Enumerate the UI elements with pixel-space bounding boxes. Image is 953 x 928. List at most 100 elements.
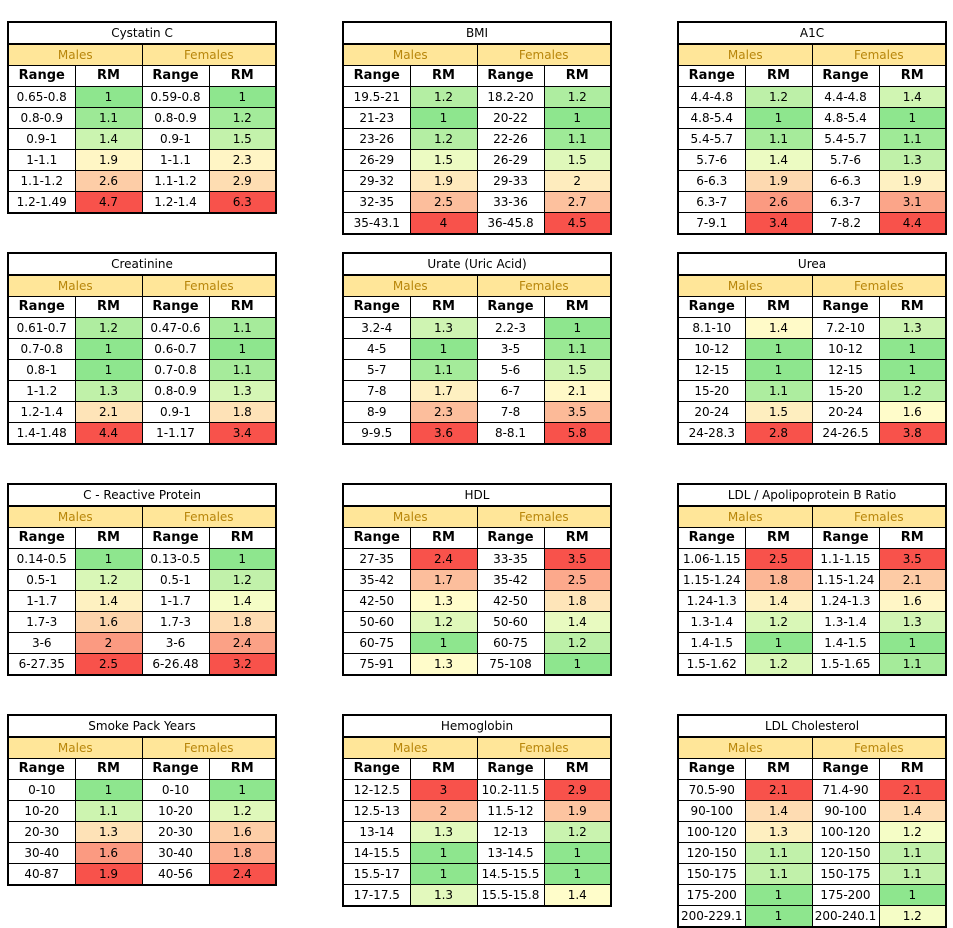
male-rm-cell: 2.6 xyxy=(74,170,143,192)
female-rm-cell: 1 xyxy=(208,548,277,570)
female-range-cell: 26-29 xyxy=(476,149,545,171)
female-rm-cell: 1.1 xyxy=(878,653,948,676)
male-rm-cell: 1 xyxy=(744,107,813,129)
female-rm-cell: 1.2 xyxy=(208,569,277,591)
rm-header: RM xyxy=(543,758,613,780)
table-row: 1-1.1 1.9 1-1.1 2.3 xyxy=(7,149,278,171)
range-header: Range xyxy=(677,527,746,549)
female-rm-cell: 1.1 xyxy=(543,338,613,360)
males-header: Males xyxy=(342,43,478,66)
male-rm-cell: 1.1 xyxy=(744,380,813,402)
male-range-cell: 15-20 xyxy=(677,380,746,402)
table-title: HDL xyxy=(341,483,613,507)
male-range-cell: 42-50 xyxy=(342,590,411,612)
table-row: 1-1.7 1.4 1-1.7 1.4 xyxy=(7,590,277,612)
female-range-cell: 0.6-0.7 xyxy=(141,338,210,360)
table-row: 29-32 1.9 29-33 2 xyxy=(342,170,612,192)
sex-header-row: Males Females xyxy=(677,43,948,66)
female-range-cell: 2.2-3 xyxy=(476,317,545,339)
female-rm-cell: 1.6 xyxy=(208,821,277,843)
male-range-cell: 1.1-1.2 xyxy=(7,170,76,192)
female-rm-cell: 1.3 xyxy=(878,611,948,633)
female-rm-cell: 1.1 xyxy=(878,128,948,150)
table-row: 12.5-13 2 11.5-12 1.9 xyxy=(342,800,613,822)
rm-header: RM xyxy=(744,296,813,318)
male-rm-cell: 1 xyxy=(744,905,813,928)
female-rm-cell: 3.2 xyxy=(208,653,277,676)
female-rm-cell: 2.3 xyxy=(208,149,278,171)
male-rm-cell: 1.4 xyxy=(74,128,143,150)
female-rm-cell: 1.9 xyxy=(878,170,948,192)
table-row: 1.3-1.4 1.2 1.3-1.4 1.3 xyxy=(677,611,948,633)
title-row: LDL Cholesterol xyxy=(676,714,948,738)
table-row: 7-8 1.7 6-7 2.1 xyxy=(342,380,613,402)
male-rm-cell: 1.2 xyxy=(409,128,478,150)
table-row: 10-12 1 10-12 1 xyxy=(677,338,948,360)
range-header: Range xyxy=(7,65,76,87)
female-rm-cell: 3.5 xyxy=(543,548,613,570)
table-row: 23-26 1.2 22-26 1.1 xyxy=(342,128,612,150)
column-header-row: Range RM Range RM xyxy=(342,65,612,87)
male-range-cell: 1.4-1.5 xyxy=(677,632,746,654)
female-rm-cell: 1 xyxy=(208,86,278,108)
female-range-cell: 5.4-5.7 xyxy=(811,128,880,150)
rm-header: RM xyxy=(744,527,813,549)
title-row: Hemoglobin xyxy=(341,714,613,738)
title-row: Urate (Uric Acid) xyxy=(341,252,613,276)
table-row: 0.8-0.9 1.1 0.8-0.9 1.2 xyxy=(7,107,278,129)
table-row: 15-20 1.1 15-20 1.2 xyxy=(677,380,948,402)
male-range-cell: 9-9.5 xyxy=(342,422,411,445)
female-rm-cell: 1 xyxy=(208,338,278,360)
male-rm-cell: 1.1 xyxy=(744,128,813,150)
male-range-cell: 0-10 xyxy=(7,779,76,801)
table-row: 3-6 2 3-6 2.4 xyxy=(7,632,277,654)
female-rm-cell: 2.1 xyxy=(878,569,948,591)
male-range-cell: 15.5-17 xyxy=(342,863,411,885)
male-range-cell: 7-9.1 xyxy=(677,212,746,235)
female-rm-cell: 2.9 xyxy=(543,779,613,801)
male-range-cell: 12.5-13 xyxy=(342,800,411,822)
male-rm-cell: 1 xyxy=(744,884,813,906)
rm-header: RM xyxy=(208,296,278,318)
male-rm-cell: 1.2 xyxy=(74,569,143,591)
male-rm-cell: 2 xyxy=(74,632,143,654)
male-rm-cell: 2.1 xyxy=(744,779,813,801)
female-rm-cell: 1.2 xyxy=(543,632,613,654)
male-rm-cell: 1.2 xyxy=(74,317,143,339)
table-row: 75-91 1.3 75-108 1 xyxy=(342,653,613,676)
table-row: 1.1-1.2 2.6 1.1-1.2 2.9 xyxy=(7,170,278,192)
female-range-cell: 60-75 xyxy=(476,632,545,654)
male-range-cell: 4-5 xyxy=(342,338,411,360)
female-range-cell: 1.4-1.5 xyxy=(811,632,880,654)
female-rm-cell: 1.2 xyxy=(208,107,278,129)
title-row: LDL / Apolipoprotein B Ratio xyxy=(676,483,948,507)
female-rm-cell: 1 xyxy=(878,338,948,360)
female-rm-cell: 1 xyxy=(878,359,948,381)
males-header: Males xyxy=(7,736,143,759)
range-header: Range xyxy=(141,65,210,87)
range-header: Range xyxy=(811,527,880,549)
rm-header: RM xyxy=(208,65,278,87)
female-range-cell: 22-26 xyxy=(476,128,545,150)
lab-table: Urate (Uric Acid) Males Females Range RM Rang… xyxy=(341,252,613,445)
table-row: 14-15.5 1 13-14.5 1 xyxy=(342,842,613,864)
female-range-cell: 24-26.5 xyxy=(811,422,880,445)
male-range-cell: 12-15 xyxy=(677,359,746,381)
range-header: Range xyxy=(342,527,411,549)
table-row: 7-9.1 3.4 7-8.2 4.4 xyxy=(677,212,948,235)
female-range-cell: 29-33 xyxy=(476,170,545,192)
female-rm-cell: 1.4 xyxy=(878,86,948,108)
table-row: 19.5-21 1.2 18.2-20 1.2 xyxy=(342,86,612,108)
female-range-cell: 33-35 xyxy=(476,548,545,570)
male-range-cell: 6-27.35 xyxy=(7,653,76,676)
male-rm-cell: 2.5 xyxy=(744,548,813,570)
female-range-cell: 40-56 xyxy=(141,863,210,886)
male-rm-cell: 1.8 xyxy=(744,569,813,591)
male-range-cell: 175-200 xyxy=(677,884,746,906)
male-rm-cell: 2.5 xyxy=(409,191,478,213)
table-row: 10-20 1.1 10-20 1.2 xyxy=(7,800,277,822)
female-range-cell: 75-108 xyxy=(476,653,545,676)
table-row: 70.5-90 2.1 71.4-90 2.1 xyxy=(677,779,948,801)
female-range-cell: 0.5-1 xyxy=(141,569,210,591)
female-range-cell: 0-10 xyxy=(141,779,210,801)
